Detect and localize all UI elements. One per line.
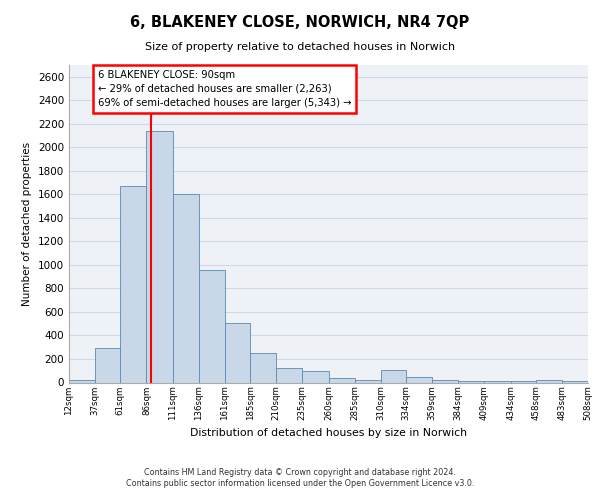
Bar bbox=[511, 380, 536, 382]
Bar bbox=[173, 194, 199, 382]
Bar bbox=[406, 376, 432, 382]
Bar bbox=[432, 380, 458, 382]
Text: Contains HM Land Registry data © Crown copyright and database right 2024.
Contai: Contains HM Land Registry data © Crown c… bbox=[126, 468, 474, 487]
Bar bbox=[225, 322, 250, 382]
Bar bbox=[120, 186, 146, 382]
Text: Size of property relative to detached houses in Norwich: Size of property relative to detached ho… bbox=[145, 42, 455, 52]
Bar bbox=[302, 372, 329, 382]
Y-axis label: Number of detached properties: Number of detached properties bbox=[22, 142, 32, 306]
Bar bbox=[355, 380, 381, 382]
Bar bbox=[69, 380, 95, 382]
Text: 6, BLAKENEY CLOSE, NORWICH, NR4 7QP: 6, BLAKENEY CLOSE, NORWICH, NR4 7QP bbox=[130, 15, 470, 30]
Bar bbox=[562, 380, 588, 382]
Bar bbox=[199, 270, 225, 382]
Bar bbox=[146, 131, 173, 382]
Bar bbox=[250, 352, 276, 382]
Text: 6 BLAKENEY CLOSE: 90sqm
← 29% of detached houses are smaller (2,263)
69% of semi: 6 BLAKENEY CLOSE: 90sqm ← 29% of detache… bbox=[98, 70, 351, 108]
X-axis label: Distribution of detached houses by size in Norwich: Distribution of detached houses by size … bbox=[190, 428, 467, 438]
Bar bbox=[536, 380, 562, 382]
Bar bbox=[95, 348, 120, 382]
Bar bbox=[329, 378, 355, 382]
Bar bbox=[381, 370, 406, 382]
Bar bbox=[458, 380, 484, 382]
Bar bbox=[276, 368, 302, 382]
